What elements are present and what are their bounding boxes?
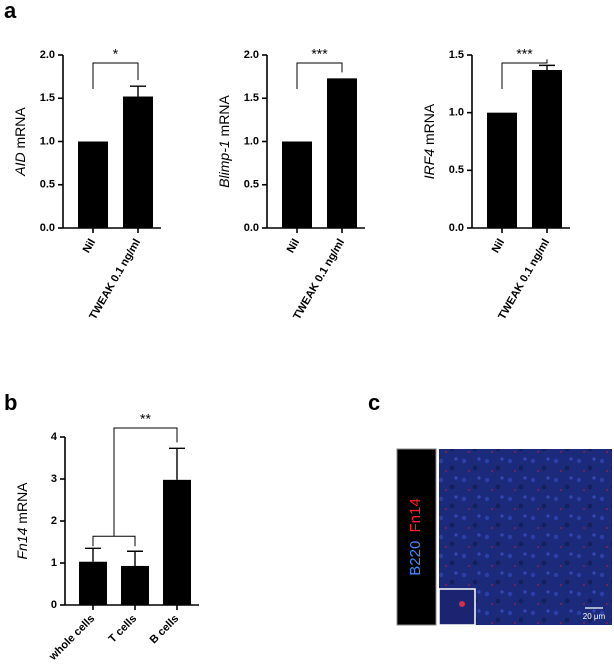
y-axis-label: Fn14 mRNA xyxy=(14,482,30,560)
x-tick-label: Nil xyxy=(490,237,507,255)
significance-label: *** xyxy=(311,46,328,62)
bar xyxy=(282,141,312,228)
significance-label: * xyxy=(113,46,119,62)
y-tick-label: 3 xyxy=(51,473,57,485)
y-tick-label: 0.0 xyxy=(244,222,259,234)
significance-bracket xyxy=(501,59,548,89)
y-tick-label: 1.5 xyxy=(40,92,55,104)
y-tick-label: 1.0 xyxy=(40,135,55,147)
y-axis-label-gene: IRF4 xyxy=(421,149,437,180)
y-tick-label: 0.0 xyxy=(40,222,55,234)
significance-bracket xyxy=(92,427,178,547)
y-axis-label: AID mRNA xyxy=(12,107,28,177)
error-bar xyxy=(85,547,101,562)
y-tick-label: 0 xyxy=(51,599,57,611)
svg-text:B220 Fn14: B220 Fn14 xyxy=(407,498,424,575)
y-tick-label: 0.5 xyxy=(244,179,259,191)
x-tick-label: Nil xyxy=(285,237,302,255)
panel-label: b xyxy=(4,390,17,415)
micrograph: B220 Fn14 20 μm xyxy=(396,448,612,626)
x-tick-label: Nil xyxy=(81,237,98,255)
label-box xyxy=(396,448,437,626)
y-tick-label: 1.0 xyxy=(244,135,259,147)
x-tick-label: T cells xyxy=(106,613,139,646)
x-tick-label: TWEAK 0.1 ng/ml xyxy=(496,237,552,322)
error-bar xyxy=(127,550,143,566)
x-tick-label: TWEAK 0.1 ng/ml xyxy=(87,237,143,322)
x-tick-label: TWEAK 0.1 ng/ml xyxy=(291,237,347,322)
y-tick-label: 1 xyxy=(51,557,57,569)
bar xyxy=(532,69,562,228)
y-axis-label: IRF4 mRNA xyxy=(421,103,437,179)
significance-label: ** xyxy=(140,411,151,427)
y-tick-label: 4 xyxy=(51,431,58,443)
bar xyxy=(121,565,149,605)
y-axis-label-unit: mRNA xyxy=(421,103,437,145)
error-bar xyxy=(130,85,146,97)
bar xyxy=(487,112,517,228)
bar xyxy=(79,561,107,605)
panel-label: a xyxy=(4,0,17,23)
y-tick-label: 1.0 xyxy=(449,107,464,119)
y-axis-label: Blimp-1 mRNA xyxy=(216,95,232,188)
y-tick-label: 0.0 xyxy=(449,222,464,234)
error-bar xyxy=(539,64,555,70)
scale-bar-label: 20 μm xyxy=(583,612,606,621)
stain-label: B220 xyxy=(407,541,424,576)
y-axis-label-unit: mRNA xyxy=(14,482,30,524)
x-tick-label: B cells xyxy=(148,613,182,647)
y-tick-label: 0.5 xyxy=(40,179,55,191)
y-axis-label-unit: mRNA xyxy=(216,95,232,137)
y-tick-label: 1.5 xyxy=(449,49,464,61)
y-tick-label: 2.0 xyxy=(40,49,55,61)
y-axis-label-gene: Fn14 xyxy=(14,527,30,559)
y-tick-label: 2.0 xyxy=(244,49,259,61)
panel-label: c xyxy=(368,390,380,415)
bar xyxy=(78,141,108,228)
y-tick-label: 1.5 xyxy=(244,92,259,104)
y-tick-label: 0.5 xyxy=(449,164,464,176)
significance-bracket xyxy=(296,62,343,89)
bar xyxy=(123,96,153,229)
bar xyxy=(163,479,191,605)
significance-label: *** xyxy=(516,46,533,62)
error-bar xyxy=(169,447,185,480)
inset xyxy=(438,588,476,626)
bar xyxy=(327,78,357,228)
y-tick-label: 2 xyxy=(51,515,57,527)
stain-label: Fn14 xyxy=(407,498,424,532)
y-axis-label-unit: mRNA xyxy=(12,107,28,149)
x-tick-label: whole cells xyxy=(46,613,97,664)
y-axis-label-gene: Blimp-1 xyxy=(216,140,232,187)
y-axis-label-gene: AID xyxy=(12,152,28,176)
significance-bracket xyxy=(92,62,139,89)
